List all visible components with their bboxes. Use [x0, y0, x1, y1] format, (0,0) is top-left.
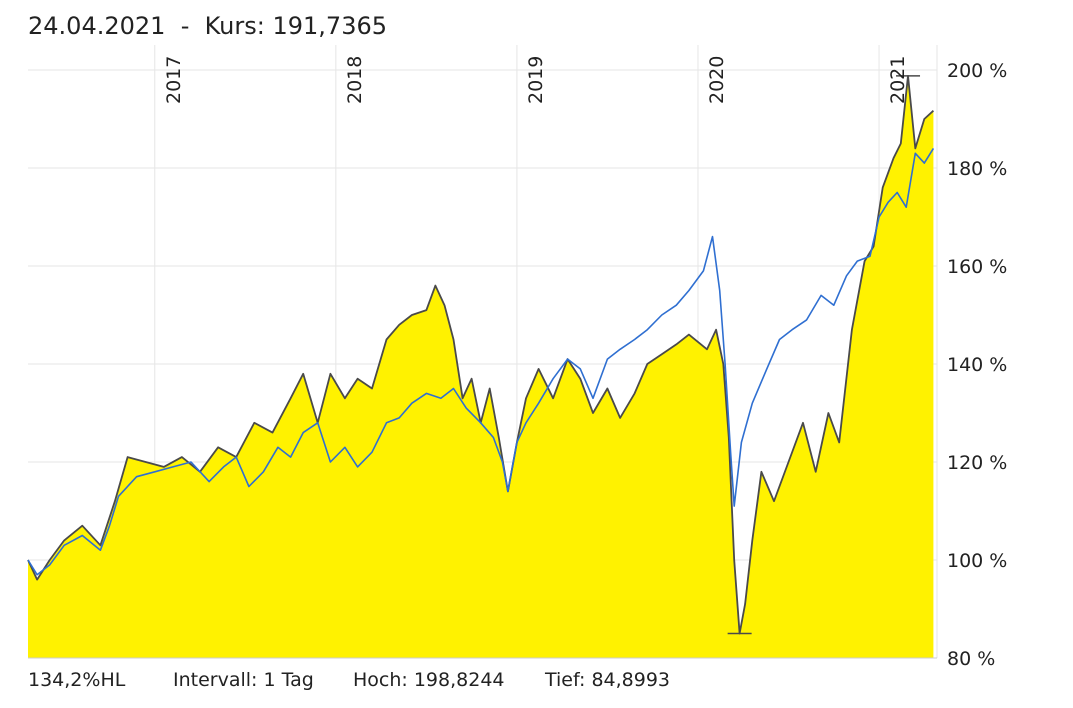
- chart-header: 24.04.2021 - Kurs: 191,7365: [28, 12, 387, 40]
- y-axis-labels: 80 % 100 % 120 % 140 % 160 % 180 % 200 %: [947, 60, 1007, 670]
- y-tick-label: 100 %: [947, 550, 1007, 572]
- quote-date: 24.04.2021: [28, 12, 166, 40]
- y-tick-label: 180 %: [947, 158, 1007, 180]
- x-tick-label: 2019: [525, 56, 547, 104]
- high-low-markers: [727, 75, 921, 635]
- x-tick-label: 2020: [706, 56, 728, 104]
- x-tick-label: 2018: [344, 56, 366, 104]
- y-tick-label: 200 %: [947, 60, 1007, 82]
- price-label: Kurs:: [204, 12, 265, 40]
- y-tick-label: 160 %: [947, 256, 1007, 278]
- x-axis-labels: 2017 2018 2019 2020 2021: [163, 56, 909, 104]
- x-tick-label: 2021: [887, 56, 909, 104]
- y-tick-label: 120 %: [947, 452, 1007, 474]
- y-tick-label: 80 %: [947, 648, 995, 670]
- header-separator: -: [180, 12, 190, 40]
- y-tick-label: 140 %: [947, 354, 1007, 376]
- high-label: Hoch: 198,8244: [353, 669, 505, 691]
- interval-label: Intervall: 1 Tag: [173, 669, 314, 691]
- low-label: Tief: 84,8993: [545, 669, 671, 691]
- price-value: 191,7365: [272, 12, 387, 40]
- comparison-line: [27, 147, 935, 576]
- main-line: [27, 75, 935, 635]
- x-tick-label: 2017: [163, 56, 185, 104]
- change-label: 134,2%HL: [28, 669, 126, 691]
- main-area: [28, 75, 934, 658]
